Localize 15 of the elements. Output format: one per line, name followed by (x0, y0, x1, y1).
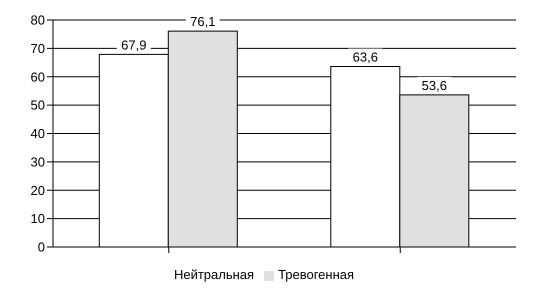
data-label: 63,6 (352, 50, 378, 65)
data-label: 76,1 (190, 14, 216, 30)
y-tick-label: 20 (30, 182, 45, 198)
y-tick-label: 50 (30, 98, 45, 113)
y-tick-label: 60 (30, 69, 45, 84)
y-tick-label: 80 (30, 12, 45, 28)
data-label: 67,9 (121, 37, 146, 52)
y-tick-label: 10 (30, 211, 45, 226)
y-tick-label: 30 (30, 154, 45, 170)
legend-label: Тревогенная (278, 267, 354, 282)
y-tick-label: 40 (30, 126, 45, 142)
data-label: 53,6 (422, 78, 447, 93)
y-tick-label: 0 (38, 240, 45, 255)
y-tick-label: 70 (30, 40, 45, 56)
series-label: Нейтральная (174, 267, 254, 282)
